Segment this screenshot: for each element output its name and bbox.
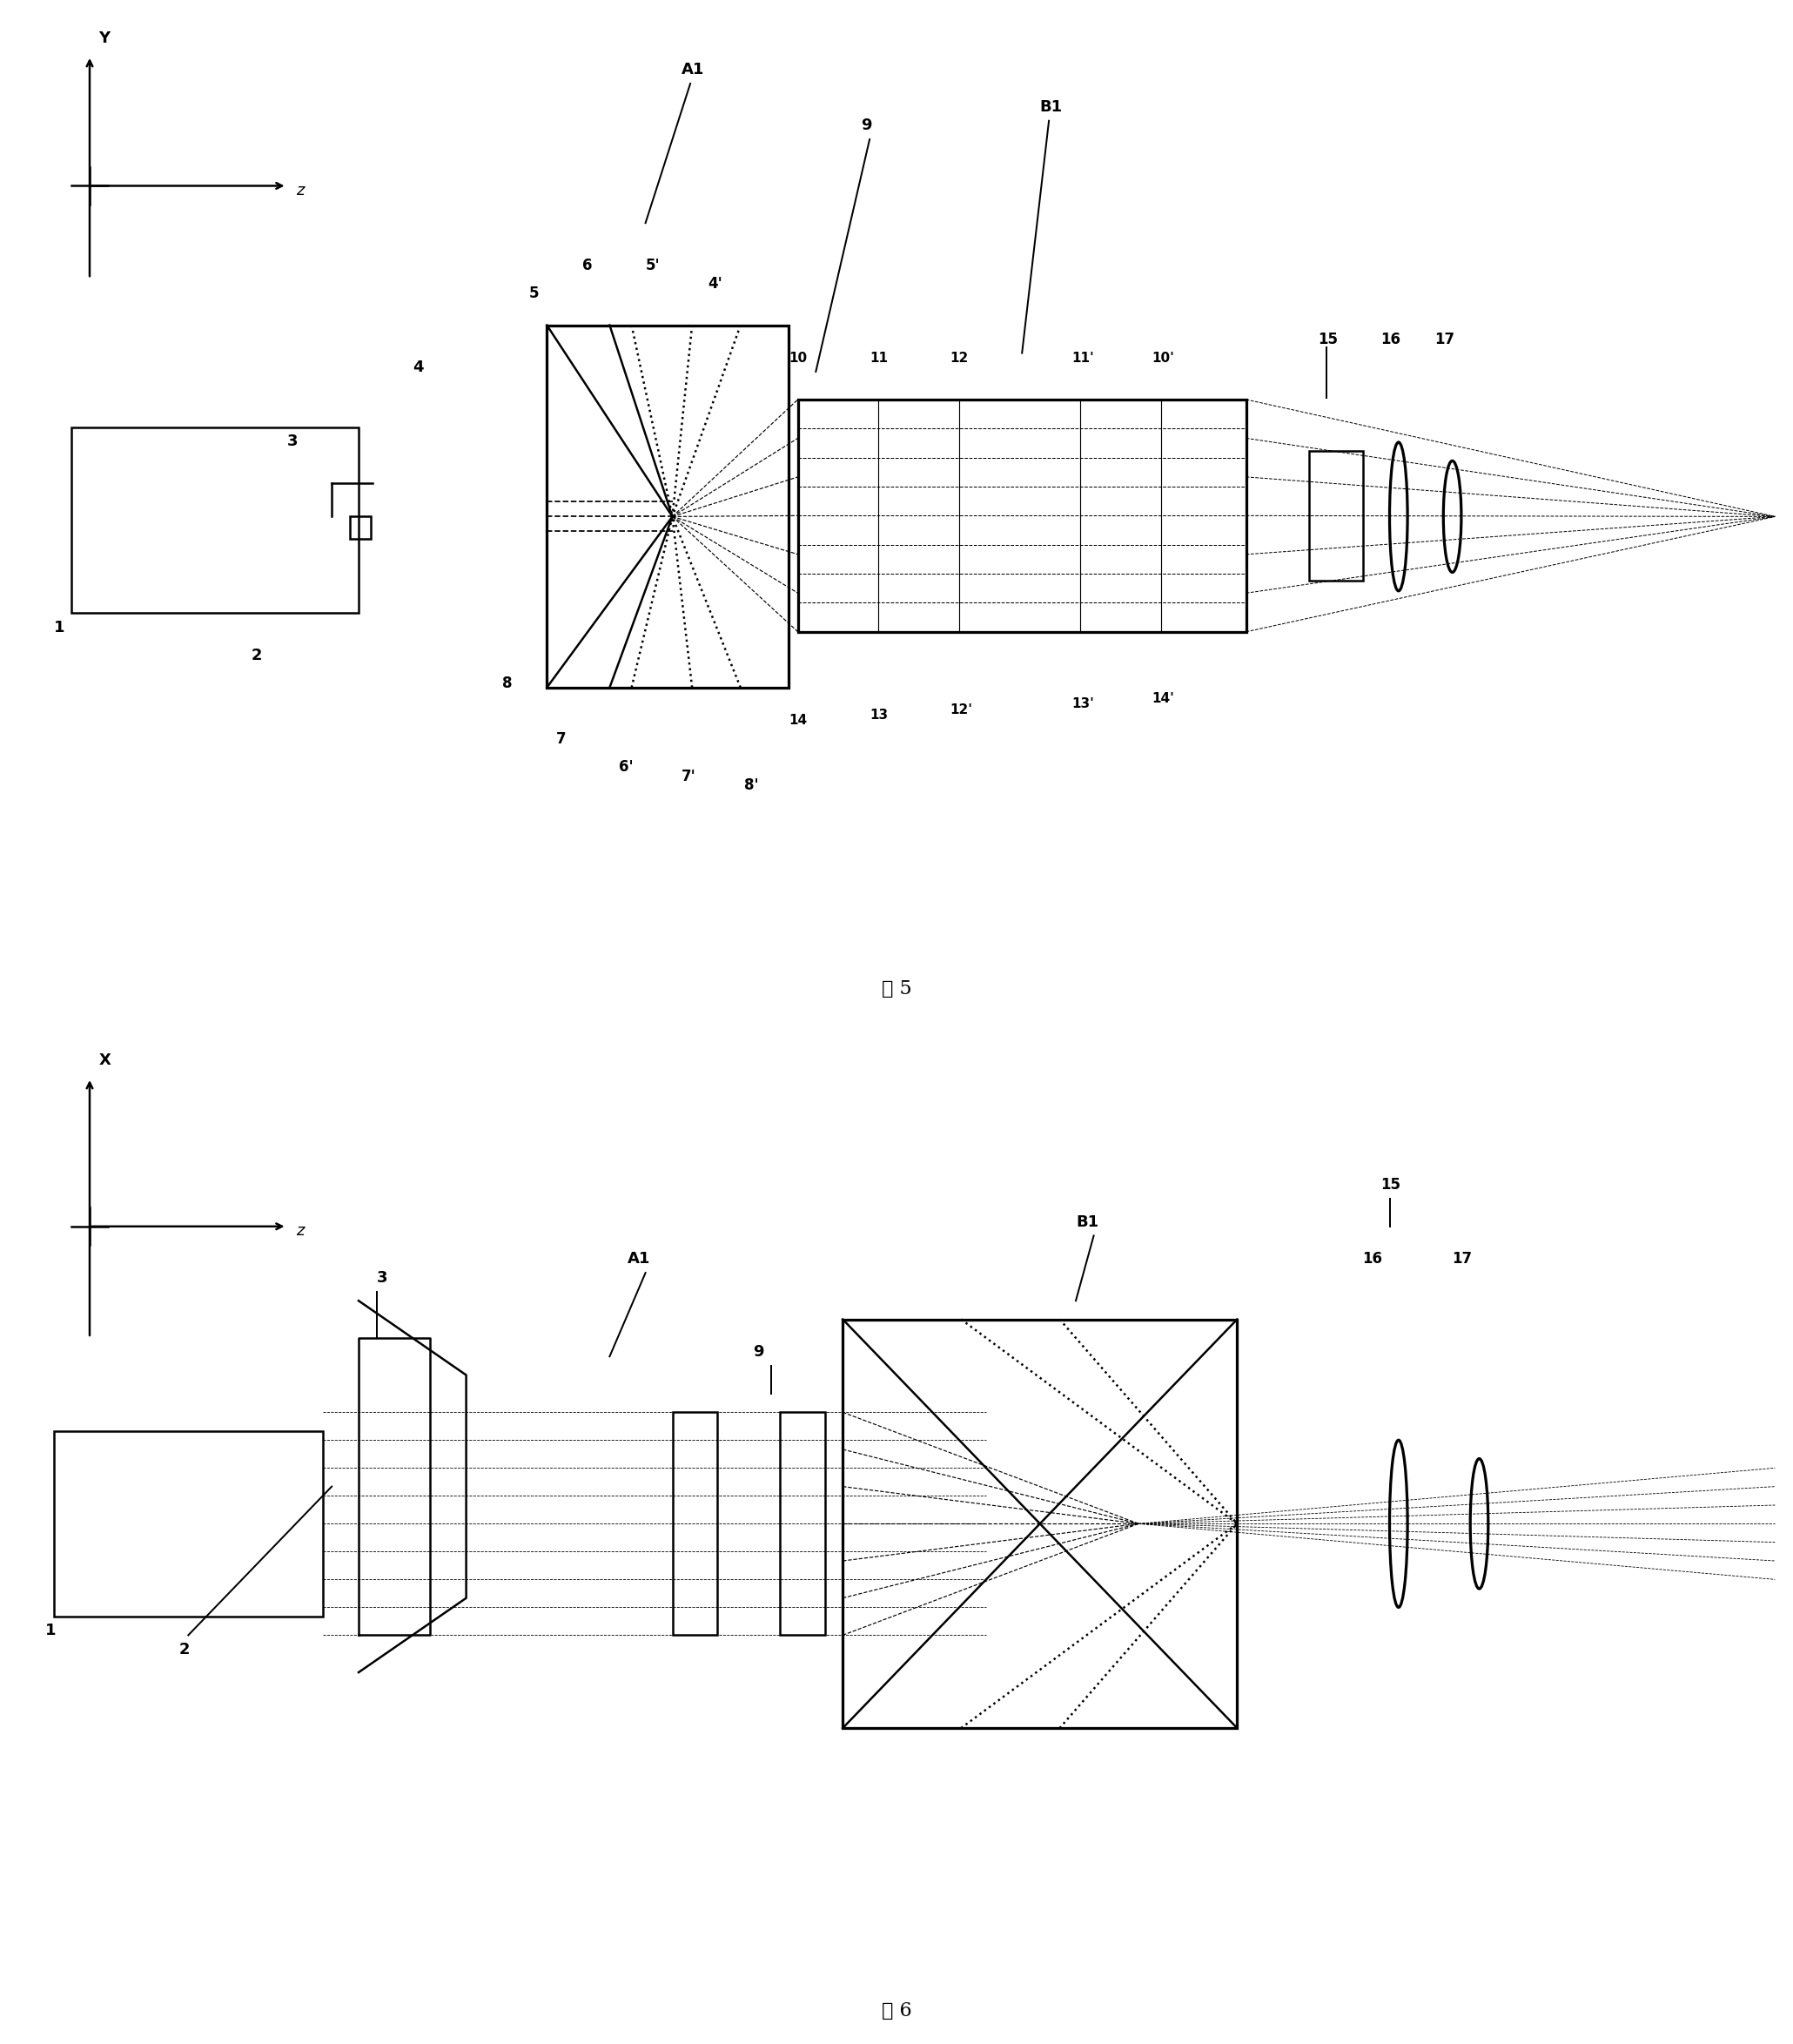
Text: 16: 16 [1381,331,1400,347]
Bar [780,1412,825,1635]
Text: Y: Y [99,31,109,47]
Bar [350,517,371,540]
Text: 14: 14 [789,713,807,728]
Bar [72,427,359,613]
Text: 5': 5' [645,258,660,274]
Text: 10': 10' [1153,352,1174,366]
Text: 17: 17 [1452,1251,1472,1267]
Text: 15: 15 [1381,1177,1400,1194]
Bar [798,399,1246,632]
Text: A1: A1 [681,61,705,78]
Text: 12': 12' [950,703,974,715]
Text: 1: 1 [45,1623,56,1639]
Bar [547,325,789,687]
Text: 2: 2 [251,648,262,662]
Bar [54,1431,323,1617]
Bar [672,1412,717,1635]
Text: 5: 5 [529,284,540,300]
Text: 6: 6 [583,258,593,274]
Text: 12: 12 [950,352,968,366]
Text: B1: B1 [1076,1214,1099,1230]
Text: 14': 14' [1153,693,1174,705]
Text: B1: B1 [1040,100,1063,114]
Text: 13': 13' [1072,697,1094,711]
Text: 7: 7 [556,732,567,746]
Text: 4: 4 [412,360,423,376]
Text: 6': 6' [619,758,633,775]
Text: 图 6: 图 6 [882,2001,911,2019]
Text: 图 5: 图 5 [882,979,911,997]
Text: 8': 8' [744,777,758,793]
Text: 9: 9 [861,119,871,133]
Text: 4': 4' [708,276,723,292]
Text: 10: 10 [789,352,807,366]
Text: 9: 9 [753,1345,764,1359]
Text: 7': 7' [681,769,696,785]
Text: 1: 1 [54,619,65,636]
Text: X: X [99,1053,111,1069]
Text: z: z [296,182,305,198]
Text: 3: 3 [377,1269,387,1286]
Text: z: z [296,1224,305,1239]
Text: 17: 17 [1434,331,1454,347]
Text: 15: 15 [1318,331,1338,347]
Bar [1309,450,1363,580]
Text: 3: 3 [287,433,298,450]
Text: 11': 11' [1072,352,1094,366]
Text: A1: A1 [628,1251,651,1267]
Text: 8: 8 [502,675,513,691]
Text: 13: 13 [870,709,888,722]
Text: 16: 16 [1363,1251,1382,1267]
Text: 2: 2 [179,1641,190,1658]
Text: 11: 11 [870,352,888,366]
Bar [843,1318,1237,1727]
